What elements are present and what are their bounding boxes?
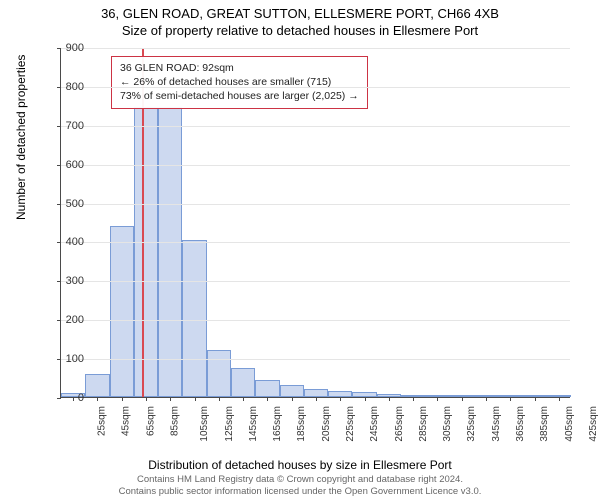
x-tick-label: 65sqm [145, 406, 156, 436]
histogram-bar [85, 374, 109, 397]
x-tick-label: 225sqm [345, 406, 356, 442]
x-tick [316, 397, 317, 401]
x-tick [170, 397, 171, 401]
x-tick-label: 405sqm [564, 406, 575, 442]
x-tick [292, 397, 293, 401]
y-tick-label: 200 [44, 314, 84, 326]
x-tick-label: 345sqm [491, 406, 502, 442]
y-tick-label: 900 [44, 42, 84, 54]
histogram-bar [280, 385, 304, 397]
plot-area: 36 GLEN ROAD: 92sqm ← 26% of detached ho… [60, 48, 570, 398]
x-tick [267, 397, 268, 401]
x-tick-label: 125sqm [224, 406, 235, 442]
x-tick [122, 397, 123, 401]
x-tick [146, 397, 147, 401]
x-tick [559, 397, 560, 401]
x-tick-label: 185sqm [297, 406, 308, 442]
gridline [61, 359, 570, 360]
histogram-bar [231, 368, 255, 397]
gridline [61, 48, 570, 49]
x-tick [510, 397, 511, 401]
x-tick [195, 397, 196, 401]
histogram-bar [158, 107, 182, 397]
x-tick-label: 45sqm [121, 406, 132, 436]
y-tick-label: 500 [44, 198, 84, 210]
y-tick-label: 100 [44, 353, 84, 365]
y-tick-label: 400 [44, 236, 84, 248]
gridline [61, 281, 570, 282]
x-tick [97, 397, 98, 401]
x-tick-label: 165sqm [272, 406, 283, 442]
x-tick-label: 25sqm [97, 406, 108, 436]
annotation-box: 36 GLEN ROAD: 92sqm ← 26% of detached ho… [111, 56, 368, 109]
gridline [61, 126, 570, 127]
x-tick-label: 265sqm [394, 406, 405, 442]
gridline [61, 165, 570, 166]
histogram-bar [110, 226, 134, 397]
x-tick-label: 425sqm [588, 406, 599, 442]
histogram-bar [182, 240, 206, 398]
annotation-line: 73% of semi-detached houses are larger (… [120, 89, 359, 103]
histogram-chart: 36 GLEN ROAD: 92sqm ← 26% of detached ho… [60, 48, 570, 398]
y-tick-label: 300 [44, 275, 84, 287]
x-tick [437, 397, 438, 401]
histogram-bar [207, 350, 231, 397]
footer-line: Contains HM Land Registry data © Crown c… [0, 474, 600, 486]
x-axis-label: Distribution of detached houses by size … [0, 458, 600, 472]
annotation-line: 36 GLEN ROAD: 92sqm [120, 61, 359, 75]
x-tick-label: 85sqm [170, 406, 181, 436]
x-tick [462, 397, 463, 401]
y-tick-label: 800 [44, 81, 84, 93]
x-tick-label: 205sqm [321, 406, 332, 442]
x-tick-label: 385sqm [539, 406, 550, 442]
histogram-bar [255, 380, 279, 398]
y-axis-label: Number of detached properties [14, 55, 28, 220]
footer-line: Contains public sector information licen… [0, 486, 600, 498]
gridline [61, 320, 570, 321]
x-tick-label: 105sqm [199, 406, 210, 442]
footer-attribution: Contains HM Land Registry data © Crown c… [0, 474, 600, 498]
page-title: 36, GLEN ROAD, GREAT SUTTON, ELLESMERE P… [0, 6, 600, 21]
gridline [61, 242, 570, 243]
y-tick-label: 0 [44, 392, 84, 404]
x-tick [340, 397, 341, 401]
histogram-bar [304, 389, 328, 397]
x-tick-label: 285sqm [418, 406, 429, 442]
x-tick-label: 325sqm [467, 406, 478, 442]
gridline [61, 87, 570, 88]
x-tick [365, 397, 366, 401]
gridline [61, 204, 570, 205]
x-tick-label: 365sqm [515, 406, 526, 442]
y-tick-label: 600 [44, 159, 84, 171]
x-tick-label: 305sqm [442, 406, 453, 442]
x-tick [243, 397, 244, 401]
x-tick [486, 397, 487, 401]
x-tick-label: 145sqm [248, 406, 259, 442]
y-tick-label: 700 [44, 120, 84, 132]
x-tick-label: 245sqm [369, 406, 380, 442]
x-tick [389, 397, 390, 401]
x-tick [535, 397, 536, 401]
x-tick [413, 397, 414, 401]
page-subtitle: Size of property relative to detached ho… [0, 23, 600, 38]
x-tick [219, 397, 220, 401]
histogram-bar [134, 107, 158, 397]
